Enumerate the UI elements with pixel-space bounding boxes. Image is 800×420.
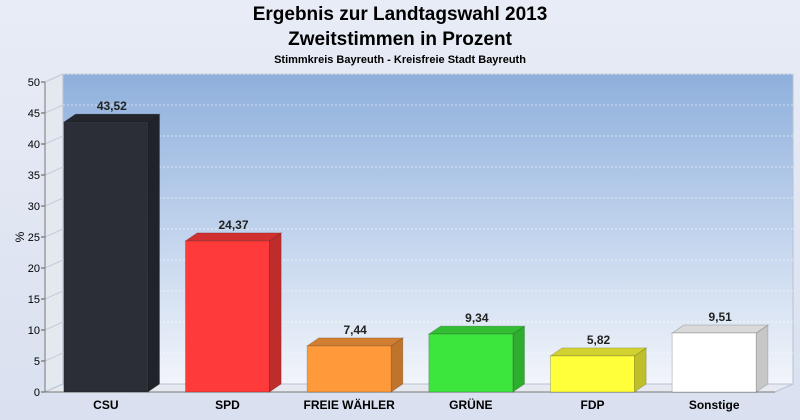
bar-side [755, 324, 769, 393]
bar [428, 333, 514, 393]
y-tick-label: 0 [34, 387, 40, 399]
gridline-side [44, 73, 64, 83]
x-tick-label: GRÜNE [449, 397, 492, 412]
bar-value-label: 24,37 [218, 218, 248, 232]
y-tick-label: 15 [28, 294, 40, 306]
gridline-side [44, 197, 64, 207]
gridline-side [44, 321, 64, 331]
bar [550, 355, 635, 393]
bar-top [427, 325, 527, 335]
x-tick-label: Sonstige [689, 398, 740, 412]
y-tick-label: 35 [28, 170, 40, 182]
x-tick-label: FDP [581, 398, 605, 412]
chart-subtitle: Stimmkreis Bayreuth - Kreisfreie Stadt B… [274, 54, 526, 66]
bar-side [512, 325, 526, 393]
bar-value-label: 9,34 [465, 311, 489, 325]
bar-value-label: 7,44 [343, 323, 367, 337]
bar-top [548, 347, 648, 357]
bar-value-label: 43,52 [97, 99, 127, 113]
bar-top [62, 113, 162, 123]
gridline-side [44, 228, 64, 238]
bar [63, 121, 149, 393]
y-axis-label: % [13, 231, 27, 242]
bar-value-label: 9,51 [708, 310, 732, 324]
y-tick-label: 25 [28, 232, 40, 244]
bar [671, 332, 757, 393]
bar-side [269, 231, 282, 393]
y-tick-label: 30 [28, 201, 40, 213]
chart-title-line2: Zweitstimmen in Prozent [288, 29, 512, 50]
gridline-side [44, 104, 64, 114]
y-tick-label: 20 [28, 263, 40, 275]
bar [185, 240, 270, 393]
bar-top [305, 337, 405, 347]
gridline-side [44, 352, 64, 362]
bar [306, 345, 392, 393]
gridline-side [44, 259, 64, 269]
y-tick-label: 50 [28, 77, 40, 89]
bar-top [670, 324, 770, 334]
y-tick-label: 5 [34, 356, 40, 368]
bar-side [147, 113, 161, 393]
y-tick-label: 10 [28, 325, 40, 337]
x-tick-label: CSU [93, 398, 118, 412]
bar-value-label: 5,82 [587, 333, 611, 347]
gridline-side [44, 135, 64, 145]
x-tick-label: SPD [215, 398, 240, 412]
gridline-side [44, 290, 64, 300]
y-tick-label: 45 [28, 108, 40, 120]
bar-top [183, 232, 283, 242]
chart-title: Ergebnis zur Landtagswahl 2013 [252, 4, 548, 25]
gridline-side [44, 166, 64, 176]
y-tick-label: 40 [28, 139, 40, 151]
bar-side [390, 336, 404, 393]
x-tick-label: FREIE WÄHLER [303, 397, 395, 412]
